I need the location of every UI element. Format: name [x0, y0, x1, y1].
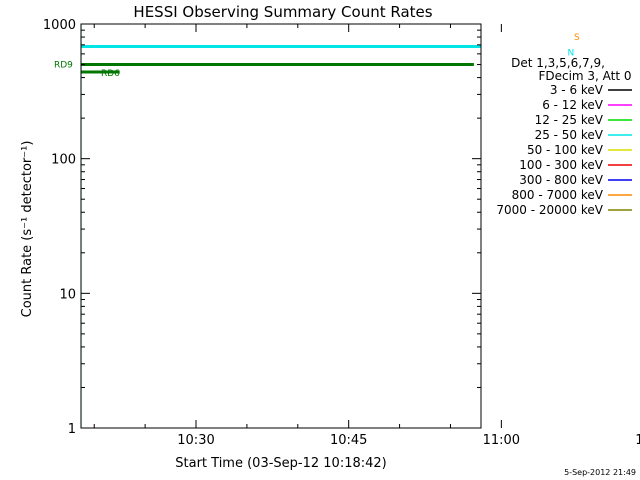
legend-header-line-2: FDecim 3, Att 0: [538, 69, 631, 83]
chart-title: HESSI Observing Summary Count Rates: [133, 3, 432, 21]
series-line-3-segment-1: [537, 306, 562, 315]
plot-frame: [80, 23, 482, 429]
y-tick-label-3: 100: [51, 153, 76, 168]
x-tick-label-2: 10:45: [330, 433, 367, 448]
flag-label-7: RD6: [101, 69, 120, 79]
legend-label-3: 12 - 25 keV: [535, 113, 604, 127]
legend-label-7: 300 - 800 keV: [519, 173, 603, 187]
y-tick-label-2: 10: [59, 287, 76, 302]
y-tick-label-1: 1: [68, 422, 76, 437]
legend-label-8: 800 - 7000 keV: [512, 188, 604, 202]
y-axis-label: Count Rate (s⁻¹ detector⁻¹): [20, 141, 35, 318]
plot-area: SNFFRD9RD610:3010:4511:0011:1511:3011:45…: [43, 18, 640, 448]
x-tick-label-4: 11:15: [635, 433, 640, 448]
x-axis-label: Start Time (03-Sep-12 10:18:42): [175, 456, 386, 471]
series-line-9-segment-1: [537, 335, 562, 344]
flag-label-1: S: [574, 33, 580, 43]
x-tick-label-3: 11:00: [483, 433, 520, 448]
legend-label-2: 6 - 12 keV: [542, 98, 604, 112]
legend-label-5: 50 - 100 keV: [527, 143, 604, 157]
legend-label-4: 25 - 50 keV: [535, 128, 604, 142]
x-tick-label-1: 10:30: [177, 433, 214, 448]
legend-label-1: 3 - 6 keV: [550, 83, 604, 97]
flag-label-2: N: [567, 49, 574, 59]
y-tick-label-4: 1000: [43, 18, 76, 33]
legend-label-6: 100 - 300 keV: [519, 158, 603, 172]
footer-date: 5-Sep-2012 21:49: [564, 468, 636, 477]
flag-label-5: RD9: [54, 61, 73, 71]
plot-data-layer: [81, 24, 562, 428]
series-line-4-segment-1: [537, 240, 562, 248]
legend-header-line-1: Det 1,3,5,6,7,9,: [511, 56, 605, 70]
legend-label-9: 7000 - 20000 keV: [496, 203, 603, 217]
